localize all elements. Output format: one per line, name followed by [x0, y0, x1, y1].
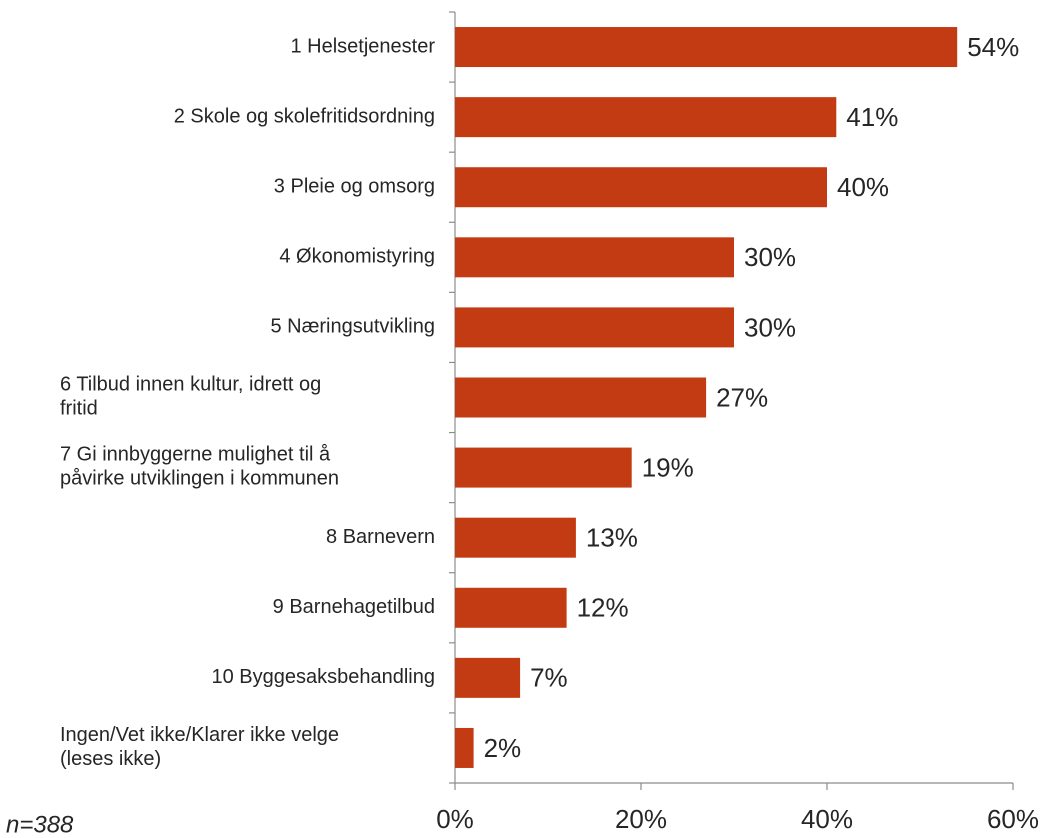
- category-label: 10 Byggesaksbehandling: [211, 666, 435, 688]
- bar: [455, 27, 958, 68]
- category-label: 5 Næringsutvikling: [270, 316, 435, 338]
- category-label: 1 Helsetjenester: [290, 35, 435, 57]
- value-label: 2%: [484, 733, 522, 763]
- value-label: 30%: [744, 242, 796, 272]
- bar: [455, 307, 734, 348]
- value-label: 30%: [744, 312, 796, 342]
- value-label: 27%: [716, 382, 768, 412]
- category-label: 6 Tilbud innen kultur, idrett og fritid: [60, 374, 321, 420]
- bar: [455, 587, 567, 628]
- category-label: Ingen/Vet ikke/Klarer ikke velge (leses i…: [60, 724, 339, 770]
- category-label: 8 Barnevern: [326, 526, 435, 548]
- bar: [455, 447, 632, 488]
- value-label: 54%: [967, 32, 1019, 62]
- bar: [455, 237, 734, 278]
- x-tick-label: 40%: [801, 804, 853, 834]
- bar: [455, 727, 474, 768]
- sample-note: n=388: [6, 811, 74, 838]
- value-label: 13%: [586, 523, 638, 553]
- value-label: 41%: [846, 102, 898, 132]
- bar: [455, 167, 827, 208]
- value-label: 40%: [837, 172, 889, 202]
- bar: [455, 97, 837, 138]
- value-label: 7%: [530, 663, 568, 693]
- category-label: 3 Pleie og omsorg: [274, 176, 435, 198]
- value-label: 12%: [577, 593, 629, 623]
- value-label: 19%: [642, 452, 694, 482]
- x-tick-label: 0%: [436, 804, 474, 834]
- bar: [455, 657, 521, 698]
- bar: [455, 377, 707, 418]
- x-tick-label: 20%: [615, 804, 667, 834]
- x-tick-label: 60%: [987, 804, 1039, 834]
- category-label: 7 Gi innbyggerne mulighet til å påvirke u…: [60, 444, 339, 490]
- category-label: 2 Skole og skolefritidsordning: [174, 105, 435, 127]
- bar: [455, 517, 576, 558]
- category-label: 9 Barnehagetilbud: [273, 596, 435, 618]
- category-label: 4 Økonomistyring: [279, 246, 435, 268]
